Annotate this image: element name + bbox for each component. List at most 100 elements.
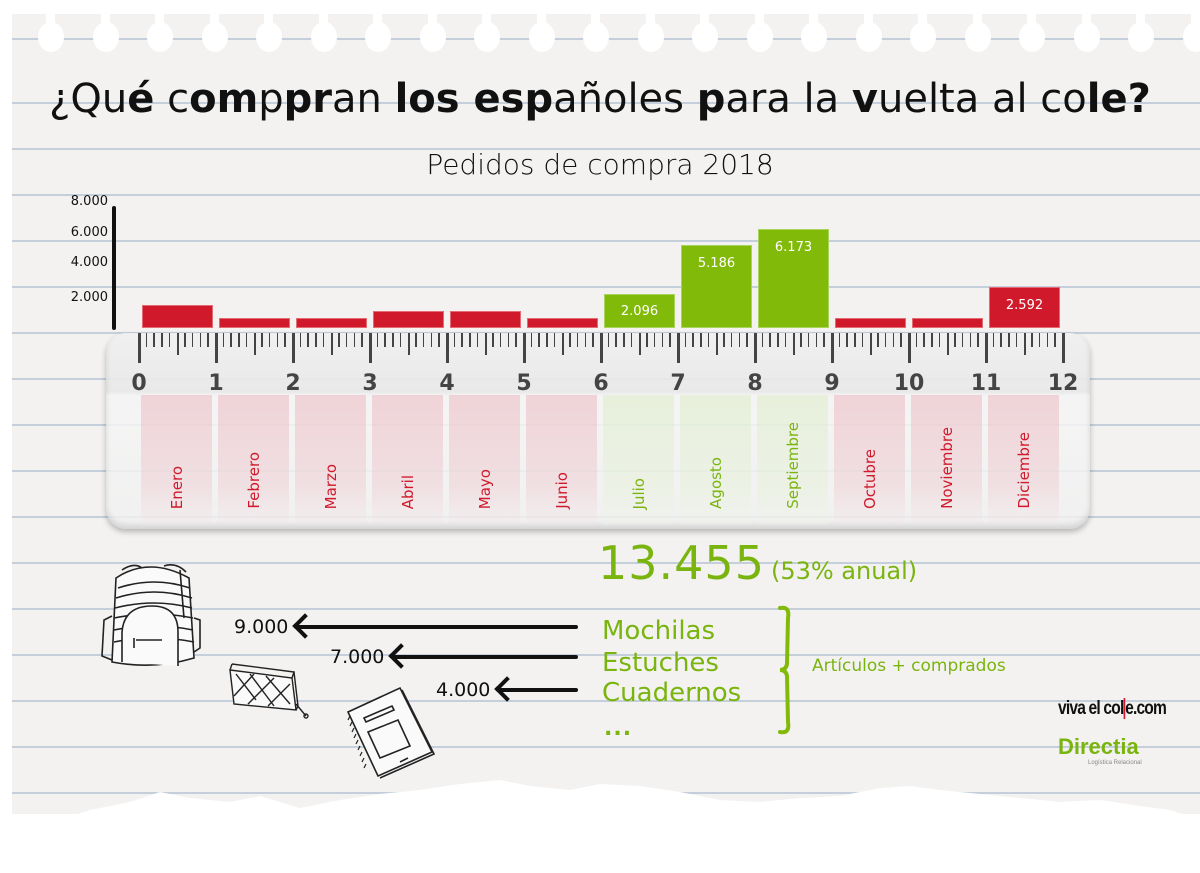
ruler-tick <box>430 333 433 347</box>
ruler-tick <box>777 333 779 347</box>
ruler-tick <box>507 333 510 347</box>
ruler-tick <box>315 333 317 347</box>
ruler-tick <box>615 333 617 347</box>
title-segment: los <box>394 76 474 122</box>
ruler-tick <box>969 333 972 347</box>
month-label: Febrero <box>244 452 263 509</box>
arrow-left-icon <box>296 625 579 629</box>
directia-logo: Directia <box>1058 734 1139 759</box>
pencil-case-icon <box>229 663 309 719</box>
ruler-tick <box>630 333 633 347</box>
ruler-tick <box>592 333 594 347</box>
bar-octubre <box>835 318 906 328</box>
ruler-tick <box>985 333 988 363</box>
month-label: Diciembre <box>1014 432 1033 509</box>
vivaelcole-logo: viva el cole.com <box>1058 698 1167 720</box>
title-segment: p <box>258 76 284 122</box>
ruler-tick <box>946 333 949 355</box>
ruler-number: 5 <box>516 371 532 396</box>
hole-stem <box>918 14 927 26</box>
ruler-tick <box>784 333 787 347</box>
ruler-x-axis: 0 1 2 3 4 5 6 7 8 9 10 11 12 Enero Febrero Marzo Abril M… <box>106 333 1090 529</box>
hole-stem <box>482 14 491 26</box>
month-label: Enero <box>167 465 186 509</box>
spiral-hole <box>583 22 609 52</box>
month-label: Junio <box>552 472 571 509</box>
ruler-tick <box>230 333 232 347</box>
ruler-tick <box>707 333 710 347</box>
ruler-number: 0 <box>131 371 147 396</box>
ruler-tick <box>600 333 603 363</box>
ruler-tick <box>276 333 279 347</box>
ruler-tick <box>931 333 933 347</box>
ruler-number: 12 <box>1047 371 1079 396</box>
chart-subtitle: Pedidos de compra 2018 <box>426 148 774 181</box>
ruler-tick <box>415 333 417 347</box>
ruler-tick <box>961 333 964 347</box>
y-tick-6000: 6.000 <box>70 225 108 240</box>
month-label: Agosto <box>706 457 725 509</box>
item-label-estuches: Estuches <box>602 648 719 678</box>
month-label: Noviembre <box>937 427 956 509</box>
hole-stem <box>1136 14 1145 26</box>
ruler-tick <box>838 333 841 347</box>
directia-tagline: Logística Relacional <box>1088 760 1142 766</box>
ruler-tick <box>854 333 856 347</box>
ruler-tick <box>746 333 748 347</box>
ruler-number: 10 <box>893 371 925 396</box>
spiral-hole <box>474 22 500 52</box>
ruler-tick <box>684 333 687 347</box>
ruler-tick <box>900 333 902 347</box>
spiral-hole <box>365 22 391 52</box>
spiral-hole <box>801 22 827 52</box>
ruler-tick <box>1038 333 1041 347</box>
ruler-tick <box>561 333 564 355</box>
ruler-tick <box>807 333 810 347</box>
page-title: ¿Qué comppran los españoles para la vuel… <box>0 76 1200 122</box>
ruler-tick <box>191 333 194 347</box>
total-note: (53% anual) <box>770 557 918 585</box>
title-segment: é <box>127 76 155 122</box>
spiral-hole <box>147 22 173 52</box>
spiral-hole <box>1182 22 1200 52</box>
ruler-tick <box>569 333 571 347</box>
backpack-icon <box>101 564 201 666</box>
ruler-tick <box>869 333 872 355</box>
hole-stem <box>1027 14 1036 26</box>
ruler-tick <box>138 333 141 363</box>
ruler-tick <box>584 333 587 347</box>
ruler-tick <box>908 333 911 363</box>
spiral-hole <box>201 22 228 52</box>
ruler-tick <box>168 333 171 347</box>
hole-stem <box>155 14 164 26</box>
item-value: 4.000 <box>436 679 491 701</box>
ruler-tick <box>553 333 556 347</box>
spiral-hole <box>910 22 936 52</box>
ruler-tick <box>238 333 240 347</box>
torn-edge <box>0 780 1200 873</box>
title-segment: c <box>154 76 190 122</box>
title-segment: pr <box>283 76 333 122</box>
ruler-tick <box>338 333 340 347</box>
ruler-tick <box>792 333 795 355</box>
ruler-tick <box>161 333 163 347</box>
ruler-tick <box>861 333 864 347</box>
ruler-tick <box>653 333 656 347</box>
title-segment: v <box>851 76 878 122</box>
ruler-tick <box>199 333 202 347</box>
ruler-number: 7 <box>670 371 686 396</box>
ruler-tick <box>938 333 941 347</box>
ruler-tick <box>892 333 895 347</box>
ruler-tick <box>661 333 664 347</box>
summer-total: 13.455 (53% anual) <box>598 536 917 590</box>
ruler-tick <box>353 333 356 347</box>
spiral-hole <box>692 22 718 52</box>
spiral-hole <box>746 22 773 52</box>
brace-label: Artículos + comprados <box>812 656 1006 676</box>
spiral-hole <box>637 22 664 52</box>
bar-diciembre: 2.592 <box>989 287 1060 328</box>
total-value: 13.455 <box>598 536 765 590</box>
bar-julio: 2.096 <box>604 294 675 328</box>
spiral-hole <box>855 22 882 52</box>
ruler-tick <box>823 333 825 347</box>
